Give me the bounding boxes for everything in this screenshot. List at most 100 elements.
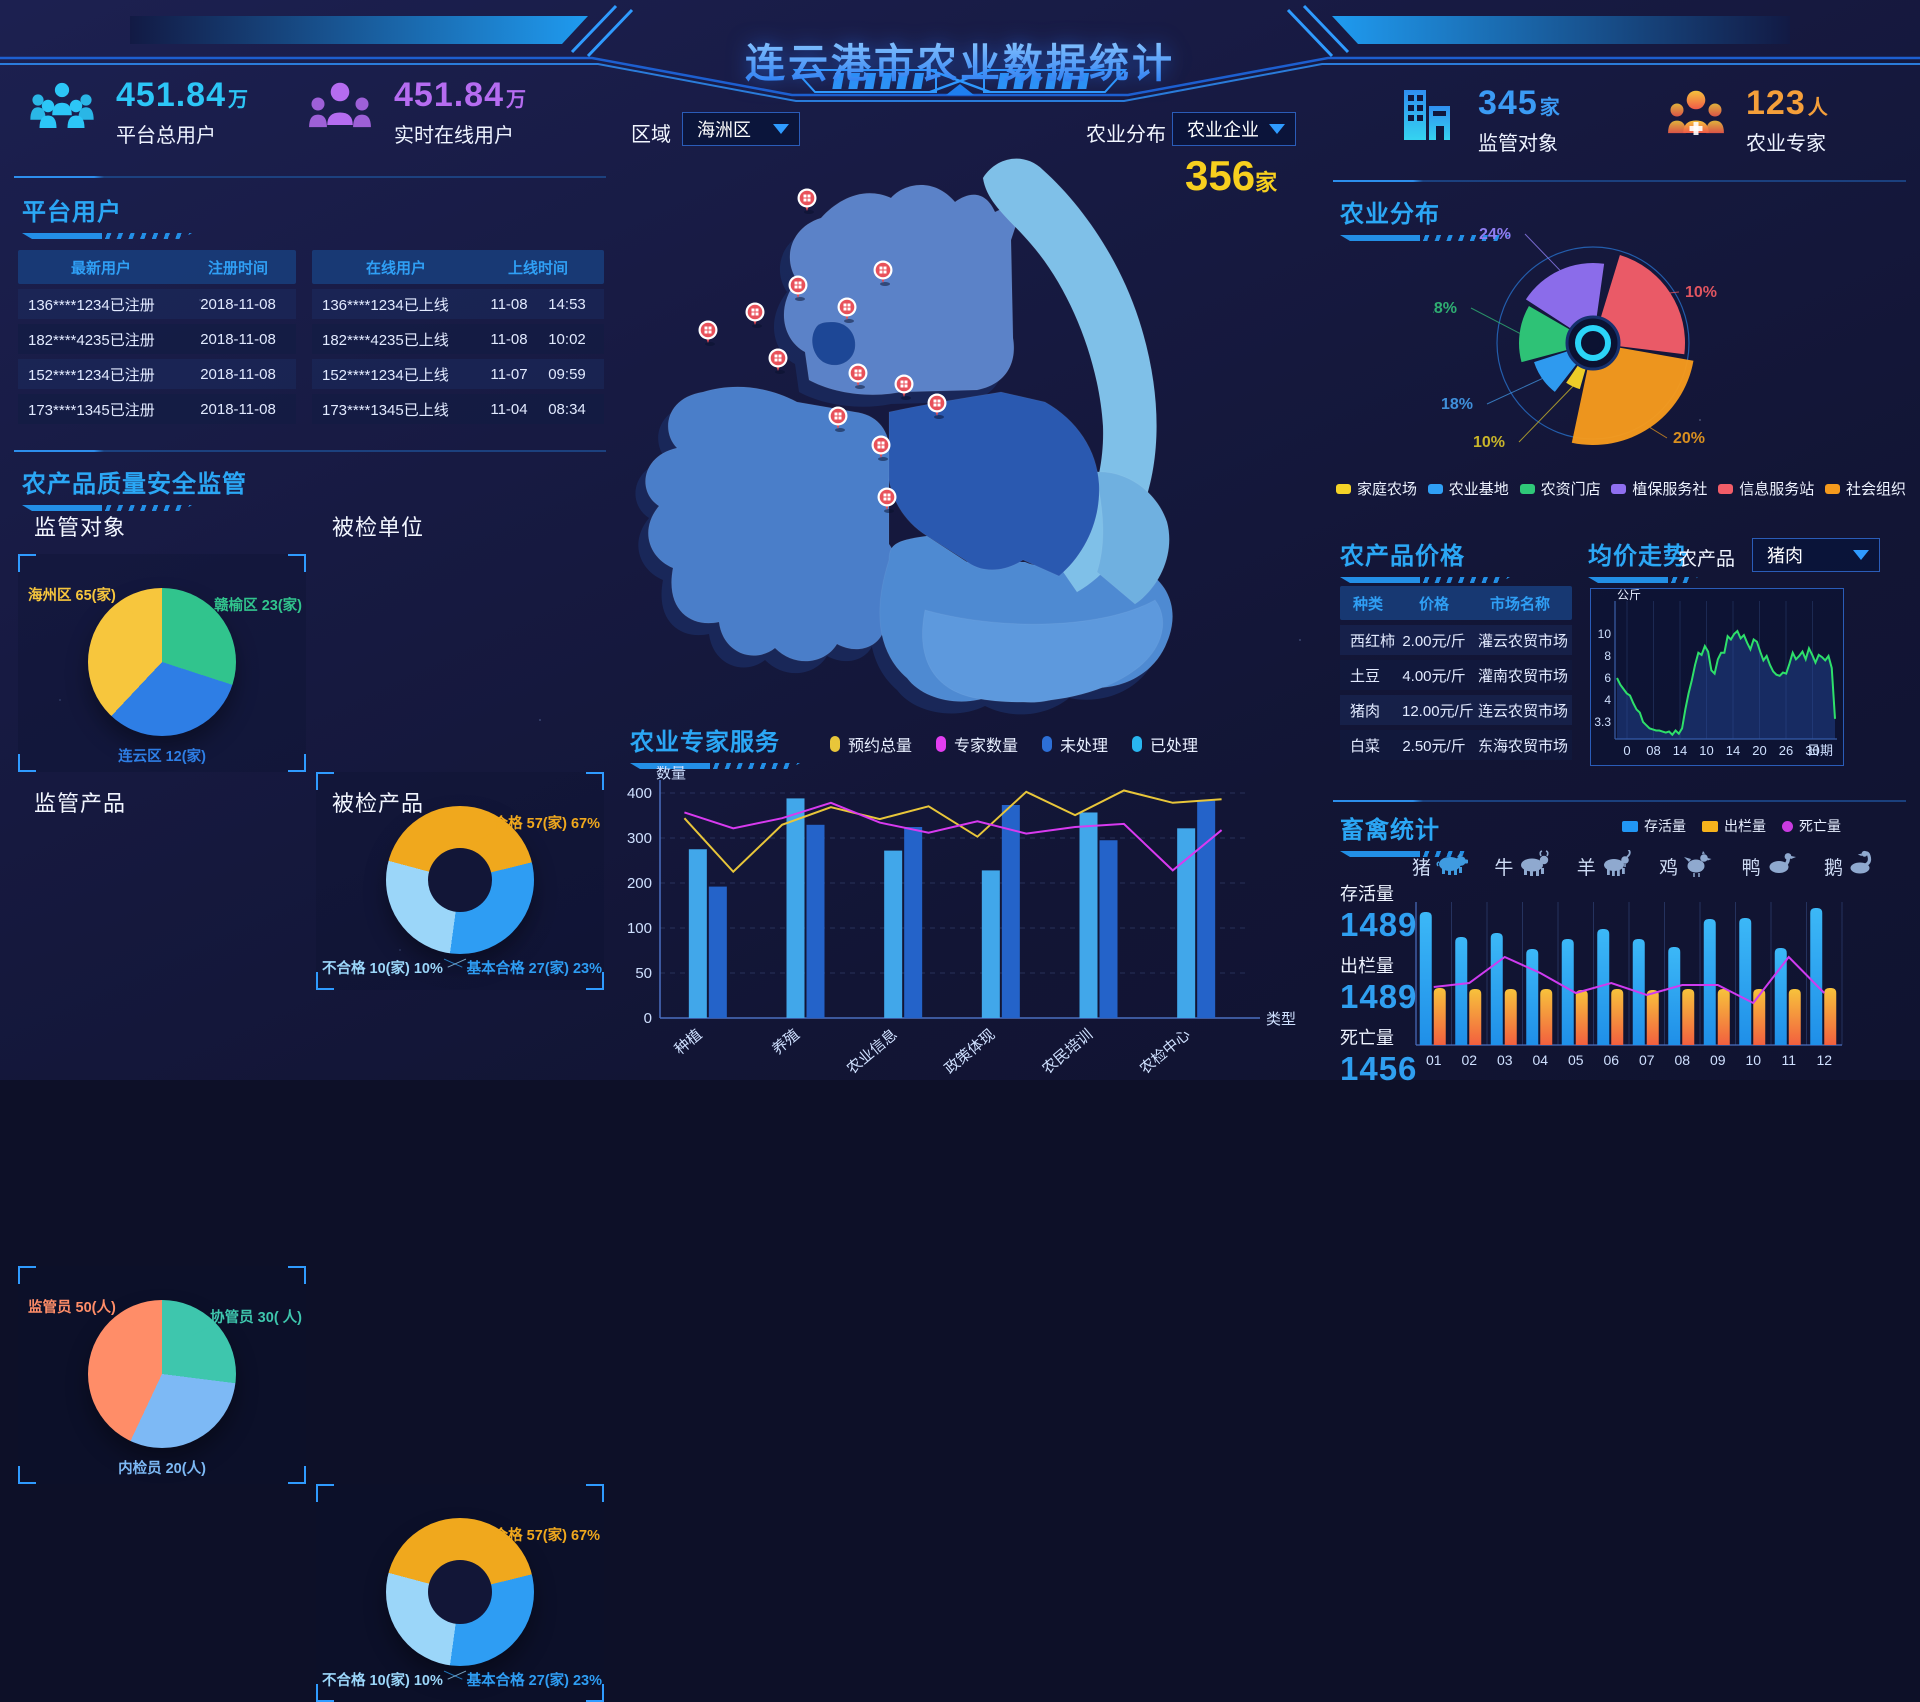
- table-cell: 11-08: [490, 295, 528, 313]
- slice-label: 基本合格 27(家) 23%: [467, 1669, 602, 1690]
- animal-tab-cow[interactable]: 牛: [1494, 850, 1552, 883]
- animal-tab-goat[interactable]: 羊: [1577, 848, 1635, 883]
- legend-label: 存活量: [1644, 818, 1686, 834]
- stat-experts: 123 人 农业专家: [1664, 84, 1829, 156]
- legend-item: 家庭农场: [1336, 478, 1417, 499]
- table-row: 136****1234已注册 2018-11-08: [18, 289, 296, 319]
- dead-line: [1433, 955, 1825, 1005]
- table-cell: 2018-11-08: [200, 365, 276, 383]
- legend-label: 专家数量: [954, 738, 1019, 755]
- online-table: 在线用户 上线时间 136****1234已上线 11-08 14:53 182****4…: [312, 250, 604, 424]
- map-pin[interactable]: [877, 487, 897, 514]
- chart-card: 合格 57(家) 67% 基本合格 27(家) 23% 不合格 10(家) 10%: [316, 772, 604, 990]
- rose-pct-label: 18%: [1441, 396, 1473, 413]
- svg-text:农业信息: 农业信息: [844, 1026, 901, 1078]
- svg-text:类型: 类型: [1266, 1011, 1296, 1028]
- animal-tab-chicken[interactable]: 鸡: [1659, 850, 1717, 883]
- table-cell: 猪肉: [1350, 702, 1381, 720]
- animal-selector-row: 猪牛羊鸡鸭鹅: [1412, 848, 1882, 883]
- column-header: 上线时间: [507, 259, 568, 277]
- table-cell: 136****1234已注册: [28, 296, 155, 314]
- map-pin[interactable]: [788, 275, 808, 302]
- bar-done: [1079, 812, 1098, 1018]
- svg-text:50: 50: [635, 965, 652, 982]
- register-table: 最新用户 注册时间 136****1234已注册 2018-11-08 182****4…: [18, 250, 296, 424]
- donut-hole: [428, 848, 492, 912]
- animal-tab-pig[interactable]: 猪: [1412, 850, 1470, 883]
- livestock-legend: 存活量 出栏量 死亡量: [1622, 816, 1857, 836]
- table-body: 136****1234已注册 2018-11-08 182****4235已注册 20…: [18, 289, 296, 424]
- table-cell: 136****1234已上线: [322, 296, 449, 314]
- legend-marker: [1042, 736, 1053, 752]
- table-row: 152****1234已上线 11-07 09:59: [312, 359, 604, 389]
- legend-label: 已处理: [1150, 738, 1199, 755]
- title-underline-decoration: [1340, 235, 1510, 241]
- table-cell: 173****1345已上线: [322, 401, 449, 419]
- chart-title: 监管对象: [34, 515, 127, 540]
- chart-title: 被检单位: [332, 515, 425, 540]
- svg-text:01: 01: [1426, 1052, 1442, 1068]
- map-pin[interactable]: [848, 363, 868, 390]
- table-cell: 2018-11-08: [200, 330, 276, 348]
- bar-pending: [904, 827, 923, 1018]
- column-header: 价格: [1418, 595, 1449, 613]
- animal-tab-duck[interactable]: 鸭: [1742, 850, 1800, 883]
- stat-online-users: 451.84 万 实时在线用户: [302, 76, 527, 148]
- table-row: 土豆 4.00元/斤 灌南农贸市场: [1340, 660, 1572, 690]
- legend-label: 农资门店: [1540, 481, 1601, 498]
- legend-item: 专家数量: [936, 732, 1018, 756]
- chart-card: 赣榆区 23(家) 连云区 12(家) 海州区 65(家): [18, 554, 306, 772]
- rose-pct-label: 18%: [1433, 300, 1457, 317]
- animal-tab-goose[interactable]: 鹅: [1824, 850, 1882, 883]
- divider: [14, 176, 606, 178]
- legend-marker: [1519, 483, 1535, 494]
- map-pin[interactable]: [873, 260, 893, 287]
- region-select[interactable]: 海洲区: [682, 112, 800, 146]
- divider: [14, 450, 606, 452]
- bar-done: [981, 870, 1000, 1018]
- legend-item: 农业基地: [1427, 478, 1509, 499]
- svg-text:10: 10: [1598, 627, 1612, 641]
- legend-item: 未处理: [1042, 732, 1108, 756]
- livestock-stat-label: 死亡量: [1340, 1028, 1394, 1048]
- map-pin[interactable]: [698, 320, 718, 347]
- distribution-select[interactable]: 农业企业: [1172, 112, 1296, 146]
- slice-label: 不合格 10(家) 10%: [322, 957, 443, 978]
- map-district-southlow: [921, 599, 1164, 703]
- product-select[interactable]: 猪肉: [1752, 538, 1880, 572]
- stat-total-users: 451.84 万 平台总用户: [24, 76, 249, 148]
- svg-text:05: 05: [1568, 1052, 1584, 1068]
- legend-item: 已处理: [1132, 732, 1198, 756]
- slice-label: 基本合格 27(家) 23%: [467, 957, 602, 978]
- users-cyan-icon: [24, 76, 100, 148]
- divider: [1333, 180, 1906, 182]
- table-cell: 152****1234已注册: [28, 366, 155, 384]
- map-pin[interactable]: [828, 406, 848, 433]
- map-pin[interactable]: [927, 393, 947, 420]
- legend-label: 未处理: [1060, 738, 1109, 755]
- section-title-prices: 农产品价格: [1340, 543, 1465, 570]
- table-header: 种类 价格 市场名称: [1340, 586, 1572, 620]
- map-district-north: [783, 184, 1026, 396]
- slice-label: 协管员 30( 人): [210, 1306, 302, 1327]
- table-cell: 152****1234已上线: [322, 366, 449, 384]
- map-pin[interactable]: [871, 435, 891, 462]
- distribution-rose-chart: 10% 18% 18% 24% 10% 20%: [1433, 226, 1717, 451]
- map-pin[interactable]: [837, 297, 857, 324]
- slice-label: 监管员 50(人): [28, 1296, 116, 1317]
- column-header: 市场名称: [1489, 595, 1550, 613]
- legend-label: 信息服务站: [1739, 481, 1815, 498]
- rose-pct-label: 10%: [1685, 284, 1717, 301]
- svg-text:10: 10: [1745, 1052, 1761, 1068]
- svg-text:12: 12: [1816, 1052, 1832, 1068]
- table-row: 136****1234已上线 11-08 14:53: [312, 289, 604, 319]
- map-pin[interactable]: [797, 188, 817, 215]
- building-icon: [1398, 84, 1460, 156]
- table-cell: 12.00元/斤: [1402, 702, 1474, 720]
- svg-text:26: 26: [1779, 743, 1793, 758]
- expert-chart-legend: 预约总量 专家数量 未处理 已处理: [830, 732, 1222, 756]
- map-pin[interactable]: [894, 374, 914, 401]
- map-pin[interactable]: [768, 348, 788, 375]
- map-pin[interactable]: [745, 302, 765, 329]
- svg-text:10: 10: [1699, 743, 1713, 758]
